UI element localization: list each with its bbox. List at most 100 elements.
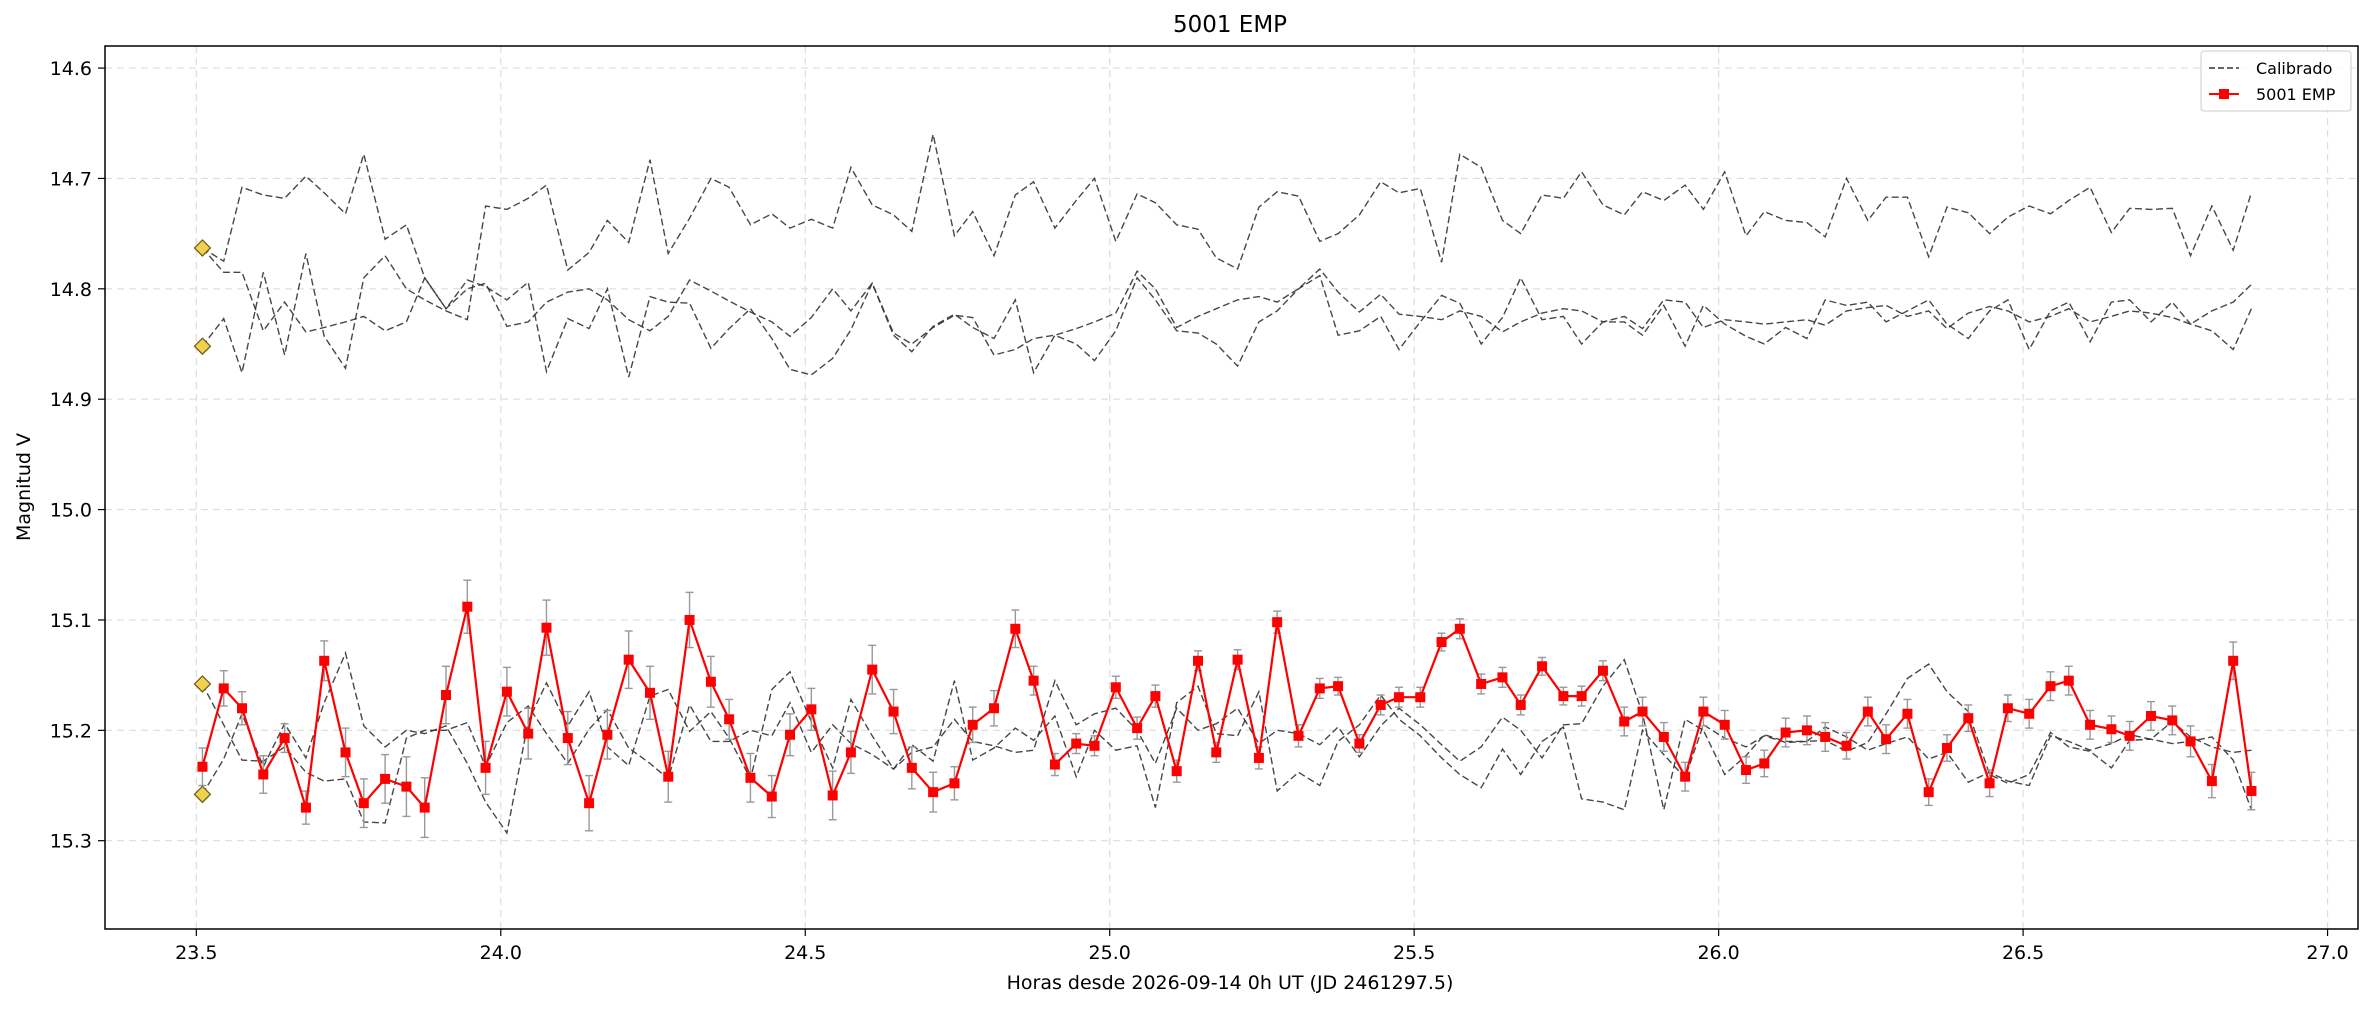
target-point <box>766 791 777 802</box>
legend: Calibrado 5001 EMP <box>2200 50 2352 112</box>
target-point <box>1375 699 1386 710</box>
target-point <box>1150 691 1161 702</box>
target-point <box>2063 675 2074 686</box>
target-point <box>541 622 552 633</box>
legend-label-target: 5001 EMP <box>2256 85 2336 104</box>
target-point <box>867 664 878 675</box>
reference-diamond-marker <box>193 785 212 804</box>
target-point <box>1253 752 1264 763</box>
target-point <box>1680 771 1691 782</box>
target-point <box>1110 682 1121 693</box>
y-tick-label: 14.6 <box>50 58 92 80</box>
target-point <box>1862 706 1873 717</box>
target-point <box>1314 683 1325 694</box>
target-point <box>1415 692 1426 703</box>
reference-diamond-marker <box>193 337 212 356</box>
target-point <box>1272 617 1283 628</box>
y-tick-label: 15.3 <box>50 831 92 853</box>
target-point <box>562 733 573 744</box>
comparison-line-1 <box>201 247 2252 356</box>
target-point <box>319 655 330 666</box>
target-point <box>1558 691 1569 702</box>
target-point <box>724 714 735 725</box>
target-point <box>1354 738 1365 749</box>
target-point <box>1211 747 1222 758</box>
target-point <box>1963 713 1974 724</box>
comparison-line-2 <box>202 151 2253 378</box>
target-point <box>1454 623 1465 634</box>
target-point <box>419 802 430 813</box>
target-point <box>2145 710 2156 721</box>
reference-markers <box>193 239 212 804</box>
legend-box <box>2200 50 2352 112</box>
target-point <box>1171 766 1182 777</box>
y-axis-ticks: 14.6 14.7 14.8 14.9 15.0 15.1 15.2 15.3 <box>50 58 105 853</box>
target-point <box>989 703 1000 714</box>
target-point <box>928 787 939 798</box>
y-tick-label: 15.1 <box>50 610 92 632</box>
x-axis-label: Horas desde 2026-09-14 0h UT (JD 2461297… <box>1007 972 1454 994</box>
target-point <box>1049 759 1060 770</box>
target-point <box>1923 787 1934 798</box>
target-point <box>1820 731 1831 742</box>
target-point <box>440 690 451 701</box>
target-point <box>1841 740 1852 751</box>
target-point <box>1902 708 1913 719</box>
target-point <box>1941 742 1952 753</box>
target-point <box>745 772 756 783</box>
target-point <box>1780 727 1791 738</box>
target-point <box>2246 786 2257 797</box>
target-series <box>197 601 2257 813</box>
legend-marker-target <box>2219 89 2229 99</box>
target-point <box>906 762 917 773</box>
target-point <box>1759 758 1770 769</box>
target-point <box>602 729 613 740</box>
target-point <box>1010 623 1021 634</box>
target-point <box>237 703 248 714</box>
y-tick-label: 14.8 <box>50 279 92 301</box>
comparison-line-5 <box>201 650 2253 835</box>
target-point <box>2024 708 2035 719</box>
target-point <box>2167 715 2178 726</box>
target-point <box>1698 706 1709 717</box>
target-point <box>462 601 473 612</box>
target-point <box>2002 703 2013 714</box>
target-point <box>644 687 655 698</box>
comparison-line-4 <box>201 658 2252 824</box>
x-tick-label: 24.0 <box>480 942 522 964</box>
target-point <box>806 704 817 715</box>
target-point <box>584 798 595 809</box>
grid <box>105 46 2358 929</box>
x-axis-ticks: 23.5 24.0 24.5 25.0 25.5 26.0 26.5 27.0 <box>175 929 2349 964</box>
target-point <box>2228 655 2239 666</box>
target-point <box>1801 725 1812 736</box>
target-point <box>1619 716 1630 727</box>
target-point <box>1089 740 1100 751</box>
x-tick-label: 23.5 <box>175 942 217 964</box>
target-point <box>684 614 695 625</box>
target-point <box>1576 691 1587 702</box>
target-point <box>1637 706 1648 717</box>
target-point <box>663 771 674 782</box>
target-point <box>785 729 796 740</box>
target-point <box>480 762 491 773</box>
target-point <box>1071 738 1082 749</box>
target-point <box>623 654 634 665</box>
target-point <box>279 733 290 744</box>
target-point <box>2124 730 2135 741</box>
target-point <box>1193 655 1204 666</box>
x-tick-label: 25.5 <box>1393 942 1435 964</box>
y-tick-label: 15.0 <box>50 500 92 522</box>
target-point <box>1597 665 1608 676</box>
y-axis-label: Magnitud V <box>13 433 35 541</box>
x-tick-label: 26.5 <box>2002 942 2044 964</box>
target-point <box>2085 719 2096 730</box>
target-point <box>380 773 391 784</box>
target-point <box>1719 719 1730 730</box>
target-point <box>501 686 512 697</box>
y-tick-label: 14.9 <box>50 389 92 411</box>
target-point <box>340 747 351 758</box>
comparison-line-3 <box>201 134 2253 376</box>
